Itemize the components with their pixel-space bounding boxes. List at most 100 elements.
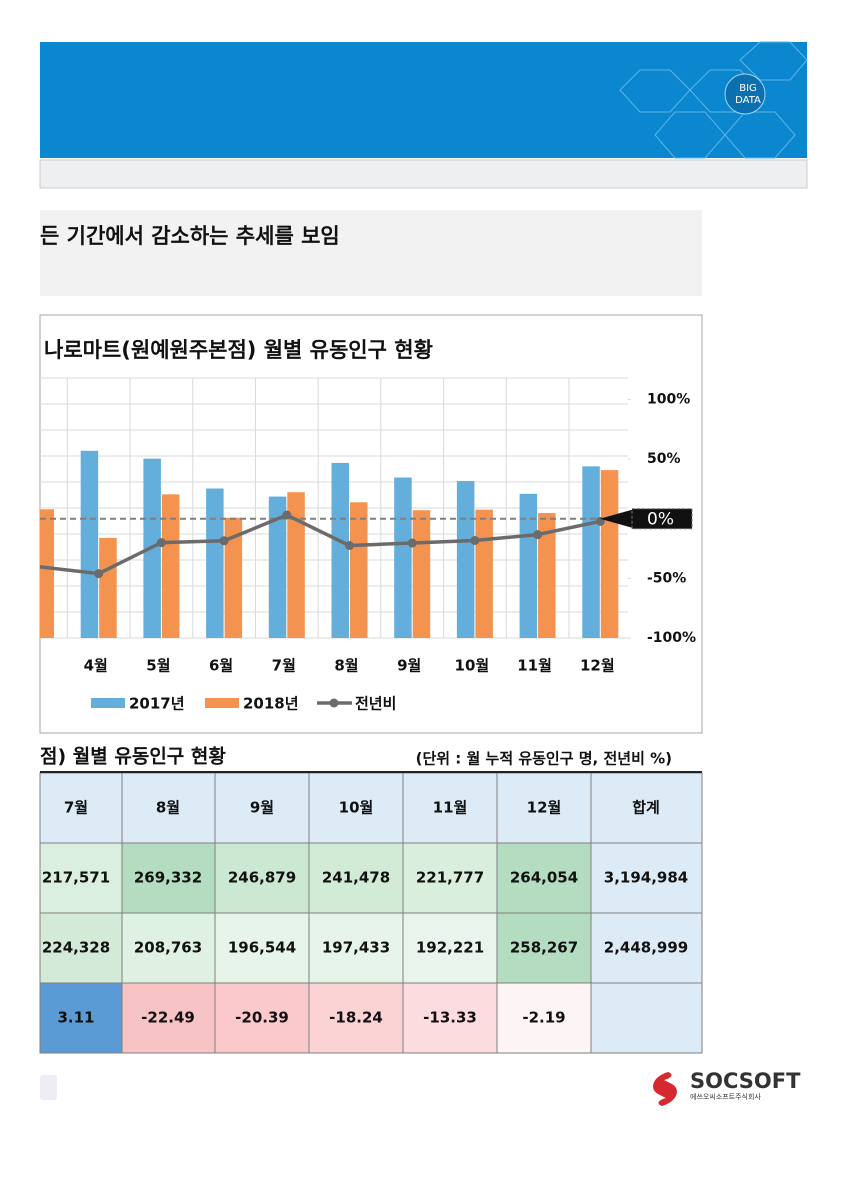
y2-tick-label: 50% xyxy=(647,451,681,467)
x-tick-label: 11월 xyxy=(517,657,552,675)
chart-title: 나로마트(원예원주본점) 월별 유동인구 현황 xyxy=(44,338,433,362)
legend-label: 전년비 xyxy=(355,695,396,713)
bar xyxy=(224,517,243,638)
header-text: 7월 xyxy=(64,799,88,817)
table-cell xyxy=(590,842,703,914)
cell-text: -20.39 xyxy=(235,1009,289,1027)
bar xyxy=(394,477,412,638)
cell-text: 208,763 xyxy=(134,939,202,957)
bar xyxy=(582,466,600,638)
table-cell xyxy=(39,842,123,914)
cell-text: 246,879 xyxy=(228,869,296,887)
line-point xyxy=(407,538,417,548)
table-cell xyxy=(496,982,592,1054)
cell-text: -13.33 xyxy=(423,1009,477,1027)
legend-swatch xyxy=(91,698,125,708)
badge xyxy=(724,73,766,115)
line-point xyxy=(94,569,104,579)
table-cell xyxy=(308,982,404,1054)
sub-bar xyxy=(39,159,808,189)
bar xyxy=(161,494,180,638)
y2-tick-label: -100% xyxy=(647,630,696,646)
cell-text: 221,777 xyxy=(416,869,484,887)
pointer-arrow xyxy=(600,509,632,528)
x-tick-label: 9월 xyxy=(397,657,421,675)
cell-text: 197,433 xyxy=(322,939,390,957)
page-tab xyxy=(40,1075,57,1100)
logo-text: SOCSOFT xyxy=(690,1069,801,1093)
header-cell xyxy=(402,772,498,844)
cell-text: 264,054 xyxy=(510,869,578,887)
bar xyxy=(99,537,117,638)
cell-text: -2.19 xyxy=(522,1009,565,1027)
x-tick-label: 5월 xyxy=(146,657,170,675)
y2-tick-label: -50% xyxy=(647,570,686,586)
cell-text: 3.11 xyxy=(57,1009,94,1027)
table-cell xyxy=(39,982,123,1054)
bar xyxy=(538,513,556,638)
header-text: 11월 xyxy=(433,799,468,817)
bar xyxy=(475,509,493,638)
summary-text: 든 기간에서 감소하는 추세를 보임 xyxy=(40,224,340,248)
table-cell xyxy=(214,912,310,984)
cell-text: 196,544 xyxy=(228,939,296,957)
header-text: 8월 xyxy=(156,799,180,817)
header-text: 합계 xyxy=(632,799,660,817)
table-cell xyxy=(308,842,404,914)
y2-tick-label: 100% xyxy=(647,391,690,407)
cell-text: 258,267 xyxy=(510,939,578,957)
header-banner xyxy=(40,42,807,158)
legend-label: 2018년 xyxy=(243,695,299,713)
table: 7월 8월 9월 10월 11월 12월 합계 217,571 269,332 246,879 24… xyxy=(39,771,703,1054)
table-cell xyxy=(121,982,216,1054)
cell-text: 3,194,984 xyxy=(604,869,688,887)
logo-mark xyxy=(653,1072,677,1106)
table-cell xyxy=(590,912,703,984)
bar xyxy=(40,509,54,638)
company-name: 에쓰오씨소프트주식회사 xyxy=(690,1092,761,1101)
bar xyxy=(350,502,368,638)
line xyxy=(40,513,601,576)
table-unit: (단위 : 월 누적 유동인구 명, 전년비 %) xyxy=(416,750,672,768)
x-tick-label: 6월 xyxy=(209,657,233,675)
cell-text: 192,221 xyxy=(416,939,484,957)
y2-tick-label: 0% xyxy=(647,510,674,530)
bar xyxy=(206,488,224,638)
cell-text: 2,448,999 xyxy=(604,939,688,957)
badge-text: BIG xyxy=(739,83,757,94)
bar xyxy=(331,462,349,638)
plot-area xyxy=(40,377,628,639)
bar xyxy=(412,510,431,638)
header-text: 9월 xyxy=(250,799,274,817)
line-point xyxy=(219,536,229,546)
legend-label: 2017년 xyxy=(129,695,185,713)
cell-text: 241,478 xyxy=(322,869,390,887)
table-cell xyxy=(496,912,592,984)
header-text: 10월 xyxy=(339,799,374,817)
table-cell xyxy=(214,982,310,1054)
bar xyxy=(287,492,305,638)
table-cell xyxy=(121,842,216,914)
legend-swatch xyxy=(329,698,339,708)
table-title: 점) 월별 유동인구 현황 xyxy=(40,745,226,768)
table-cell xyxy=(402,982,498,1054)
cell-text: 269,332 xyxy=(134,869,202,887)
table-cell xyxy=(402,842,498,914)
cell-text: 224,328 xyxy=(42,939,110,957)
table-cell xyxy=(496,842,592,914)
x-tick-label: 7월 xyxy=(272,657,296,675)
bar xyxy=(268,496,287,638)
x-tick-label: 12월 xyxy=(580,657,615,675)
line-point xyxy=(470,535,480,545)
x-tick-label: 8월 xyxy=(334,657,358,675)
badge-text: DATA xyxy=(735,95,761,106)
line-point xyxy=(156,538,166,548)
summary-box xyxy=(40,210,702,296)
line-point xyxy=(345,541,354,551)
y2-tick-box xyxy=(631,508,693,530)
cell-text: -18.24 xyxy=(329,1009,383,1027)
bar xyxy=(519,493,538,638)
bar xyxy=(600,470,619,638)
header-text: 12월 xyxy=(527,799,562,817)
